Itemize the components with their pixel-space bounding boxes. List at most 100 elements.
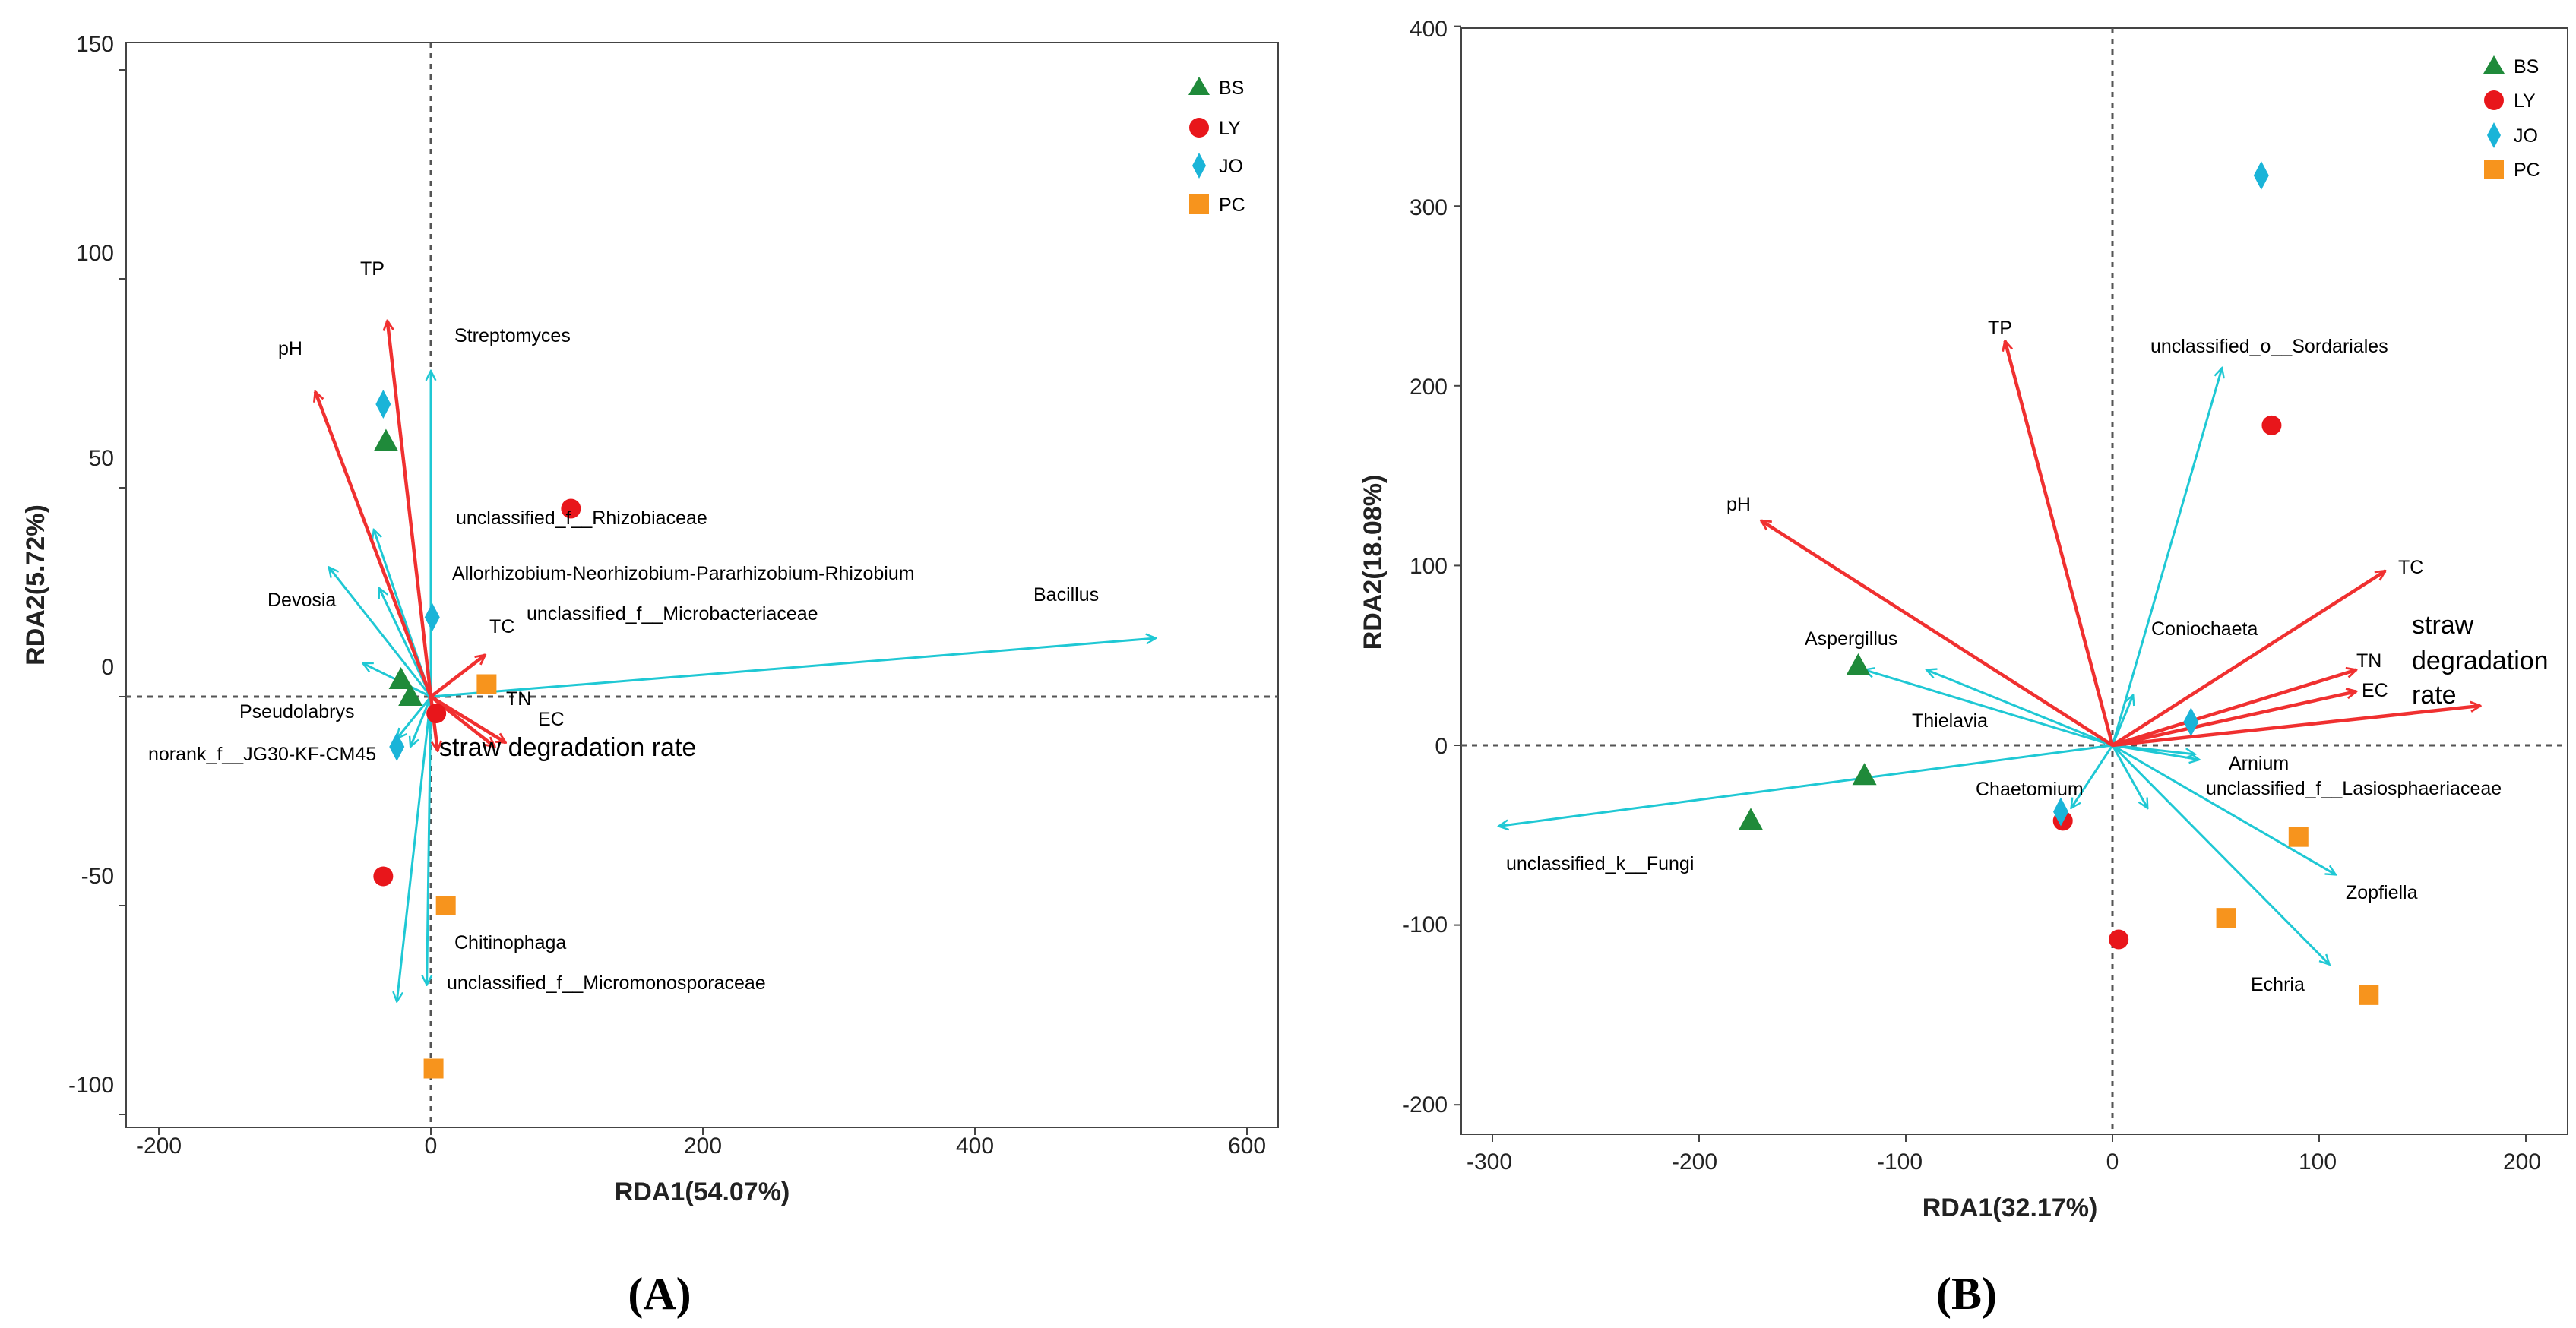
sample-points-b	[1739, 160, 2379, 1005]
taxon-label: Chaetomium	[1976, 779, 2084, 800]
taxon-label: norank_f__JG30-KF-CM45	[148, 744, 376, 765]
env-label: rate	[2412, 681, 2457, 710]
legend-marker-pc	[2484, 160, 2504, 179]
zero-lines-a	[126, 43, 1278, 1127]
env-label: straw	[2412, 611, 2474, 640]
sample-point-pc	[2216, 908, 2236, 928]
taxon-label: unclassified_k__Fungi	[1506, 853, 1694, 874]
sample-point-bs	[1852, 763, 1877, 786]
taxon-label: Bacillus	[1033, 584, 1099, 606]
legend-marker-jo	[1192, 153, 1206, 179]
y-tick-label: 400	[1410, 17, 1448, 42]
taxon-vector	[1865, 670, 2113, 747]
taxon-label: Allorhizobium-Neorhizobium-Pararhizobium…	[452, 563, 915, 584]
sample-point-pc	[476, 674, 497, 694]
sample-point-ly	[373, 866, 394, 887]
taxon-label: Thielavia	[1912, 710, 1988, 732]
env-vector	[2111, 569, 2385, 747]
panel-b: -300 -200 -100 0 100 200 -200 -100 0 100…	[1359, 17, 2568, 1319]
ticks-b: -300 -200 -100 0 100 200 -200 -100 0 100…	[1402, 17, 2541, 1175]
taxon-vector	[1498, 744, 2113, 826]
env-label: pH	[1726, 494, 1751, 515]
y-tick-label: -100	[1402, 912, 1448, 938]
legend-marker-jo	[2487, 122, 2501, 148]
taxon-label: Coniochaeta	[2151, 618, 2258, 640]
sample-point-jo	[389, 732, 405, 761]
taxon-vector	[2111, 368, 2222, 746]
taxon-label: Aspergillus	[1805, 628, 1897, 650]
env-vector	[2112, 691, 2356, 748]
y-tick-label: -200	[1402, 1092, 1448, 1118]
env-vector	[2112, 706, 2480, 748]
legend-marker-bs	[2483, 55, 2505, 74]
sample-point-jo	[375, 390, 391, 419]
taxon-vector	[430, 638, 1156, 698]
taxon-label: unclassified_f__Lasiosphaeriaceae	[2206, 778, 2502, 799]
sample-point-bs	[373, 428, 398, 451]
env-vector	[429, 695, 505, 745]
sample-point-pc	[2359, 985, 2379, 1005]
taxon-label: Zopfiella	[2346, 882, 2418, 903]
env-label: TP	[1988, 318, 2012, 339]
env-label: EC	[2362, 680, 2388, 701]
taxon-vector	[2111, 745, 2149, 808]
y-tick-label: 0	[1435, 734, 1448, 759]
taxon-label: unclassified_f__Microbacteriaceae	[527, 603, 818, 624]
sample-point-jo	[2253, 160, 2269, 190]
env-vector	[2112, 670, 2356, 748]
vectors-b	[1498, 341, 2480, 965]
legend-label: JO	[2514, 125, 2538, 147]
taxon-label: unclassified_f__Rhizobiaceae	[456, 507, 707, 529]
taxon-vector	[2112, 744, 2336, 874]
y-tick-label: 200	[1410, 375, 1448, 400]
taxon-vector	[1926, 670, 2113, 747]
x-axis-title-a: RDA1(54.07%)	[615, 1178, 790, 1206]
x-tick-label: -100	[1877, 1149, 1923, 1175]
y-tick-label: -50	[81, 864, 114, 889]
env-label: straw degradation rate	[439, 733, 696, 762]
taxon-label: unclassified_o__Sordariales	[2150, 336, 2388, 357]
taxon-vector	[410, 696, 432, 747]
env-label: degradation	[2412, 647, 2549, 675]
x-axis-title-b: RDA1(32.17%)	[1923, 1194, 2098, 1222]
panel-label-b: (B)	[1936, 1269, 1997, 1319]
sample-point-jo	[424, 602, 440, 632]
sample-point-bs	[1846, 653, 1871, 675]
env-label: pH	[278, 338, 302, 359]
sample-point-bs	[1739, 808, 1763, 830]
legend-label: LY	[2514, 90, 2536, 112]
y-tick-label: 100	[1410, 554, 1448, 579]
legend-label: BS	[1219, 77, 1244, 99]
legend-marker-bs	[1188, 77, 1210, 95]
y-tick-label: 50	[89, 446, 114, 471]
taxon-label: Chitinophaga	[454, 932, 566, 953]
x-tick-label: -200	[136, 1134, 182, 1159]
legend-marker-ly	[2484, 90, 2504, 110]
taxon-vector	[397, 696, 432, 1002]
legend-b: BS LY JO PC	[2483, 55, 2540, 181]
env-label: TP	[360, 258, 385, 280]
taxon-label: Pseudolabrys	[239, 701, 354, 722]
y-tick-label: 150	[76, 32, 114, 57]
legend-label: PC	[1219, 194, 1245, 216]
legend-label: PC	[2514, 160, 2540, 181]
legend-label: BS	[2514, 56, 2539, 77]
taxon-vector	[329, 568, 432, 697]
x-tick-label: 600	[1228, 1134, 1266, 1159]
sample-points-a	[373, 390, 581, 1079]
x-tick-label: -300	[1467, 1149, 1512, 1175]
x-tick-label: 400	[956, 1134, 994, 1159]
zero-lines-b	[1461, 28, 2568, 1134]
taxon-vector	[397, 696, 432, 738]
y-tick-label: 0	[101, 655, 114, 680]
x-tick-label: -200	[1672, 1149, 1717, 1175]
y-tick-label: 300	[1410, 195, 1448, 220]
env-label: TN	[506, 688, 531, 710]
legend-marker-pc	[1189, 194, 1209, 214]
x-tick-label: 200	[684, 1134, 722, 1159]
taxon-vector	[427, 696, 431, 985]
panel-label-a: (A)	[628, 1269, 691, 1319]
plot-frame-b	[1460, 27, 2568, 1135]
env-vector	[388, 321, 433, 697]
env-vector	[1761, 519, 2114, 747]
